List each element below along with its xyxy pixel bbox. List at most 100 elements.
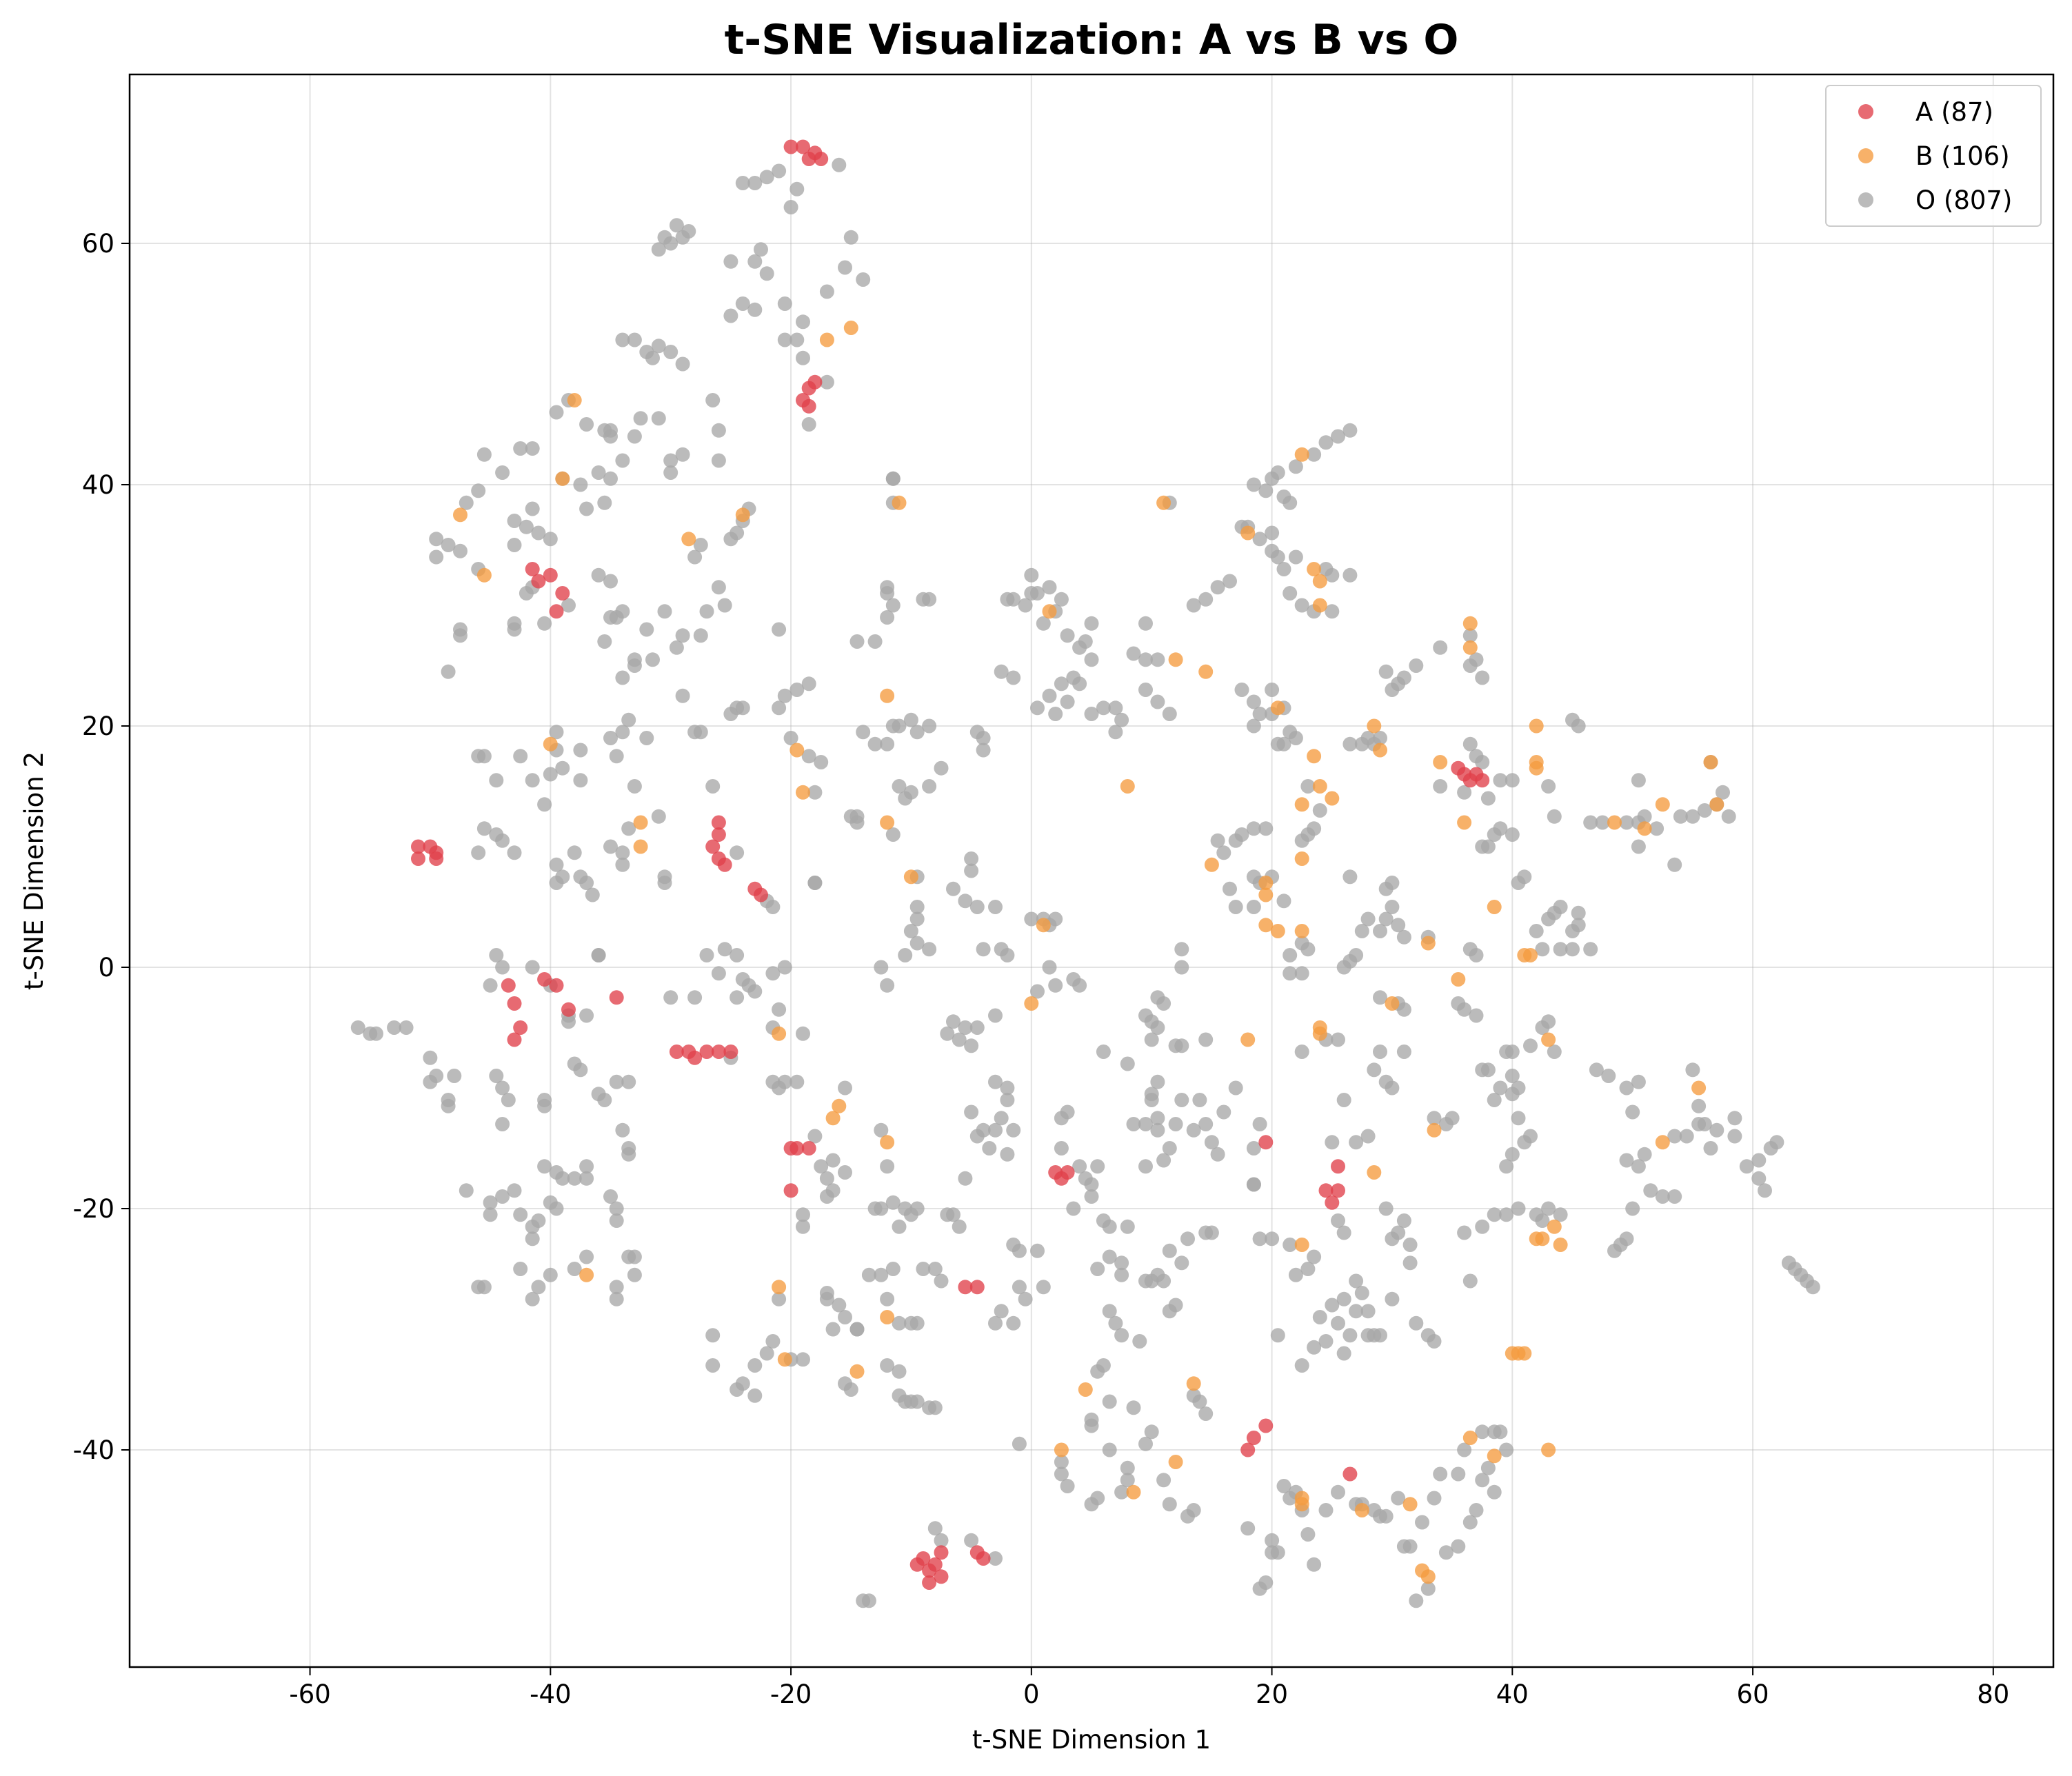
scatter-point <box>814 152 829 166</box>
scatter-point <box>573 477 588 492</box>
scatter-point <box>711 827 726 842</box>
scatter-point <box>1084 616 1099 631</box>
scatter-point <box>789 683 805 697</box>
scatter-point <box>976 942 991 957</box>
scatter-point <box>1090 1262 1105 1276</box>
scatter-point <box>1462 1273 1478 1289</box>
scatter-point <box>1294 966 1309 981</box>
scatter-point <box>603 574 618 589</box>
scatter-point <box>441 1093 456 1107</box>
scatter-point <box>1072 978 1087 993</box>
scatter-point <box>730 845 745 860</box>
scatter-point <box>1535 1231 1550 1247</box>
x-tick-label: 60 <box>1737 1679 1769 1709</box>
scatter-point <box>1006 670 1021 685</box>
scatter-point <box>1126 1400 1141 1415</box>
scatter-point <box>1373 1045 1387 1059</box>
scatter-point <box>1162 1304 1177 1319</box>
scatter-point <box>1258 1575 1274 1590</box>
scatter-point <box>1493 1424 1508 1440</box>
scatter-point <box>447 1069 462 1083</box>
scatter-point <box>1024 996 1039 1011</box>
scatter-point <box>1186 1122 1201 1138</box>
scatter-point <box>885 1262 901 1276</box>
scatter-point <box>747 984 763 999</box>
scatter-point <box>495 833 510 848</box>
scatter-point <box>892 1315 907 1331</box>
scatter-point <box>1054 1141 1069 1156</box>
scatter-point <box>453 543 467 558</box>
scatter-point <box>1655 797 1670 812</box>
scatter-point <box>507 514 522 528</box>
scatter-point <box>892 718 907 734</box>
scatter-point <box>909 1394 925 1409</box>
scatter-point <box>459 495 474 510</box>
scatter-point <box>1078 634 1093 649</box>
scatter-point <box>801 1141 816 1156</box>
scatter-point <box>1625 1201 1640 1216</box>
scatter-point <box>1054 592 1069 607</box>
scatter-point <box>525 562 540 576</box>
scatter-point <box>1258 1418 1274 1433</box>
scatter-point <box>1307 821 1322 836</box>
scatter-point <box>867 634 883 649</box>
scatter-point <box>573 1062 588 1078</box>
scatter-point <box>369 1026 383 1041</box>
scatter-point <box>1198 1032 1214 1047</box>
scatter-point <box>669 640 684 655</box>
scatter-point <box>585 887 600 902</box>
scatter-point <box>946 1014 960 1029</box>
scatter-point <box>1120 1460 1135 1475</box>
scatter-point <box>777 332 792 347</box>
scatter-point <box>1631 1074 1646 1089</box>
scatter-point <box>1054 1455 1069 1469</box>
scatter-point <box>1469 652 1484 667</box>
scatter-point <box>1433 779 1448 794</box>
scatter-point <box>1469 1008 1484 1023</box>
scatter-point <box>994 1111 1009 1126</box>
scatter-point <box>1246 821 1261 836</box>
scatter-point <box>1162 1141 1177 1156</box>
scatter-point <box>801 417 816 432</box>
legend-marker <box>1858 192 1873 208</box>
scatter-point <box>579 417 594 432</box>
scatter-point <box>958 1020 973 1035</box>
scatter-point <box>1480 839 1496 854</box>
scatter-point <box>1409 1315 1424 1331</box>
scatter-point <box>1517 1346 1532 1361</box>
scatter-point <box>543 532 558 547</box>
scatter-point <box>796 350 810 365</box>
scatter-point <box>772 1280 787 1295</box>
scatter-point <box>1541 1014 1556 1029</box>
scatter-point <box>772 700 787 716</box>
scatter-point <box>1373 743 1387 758</box>
scatter-point <box>735 176 750 190</box>
scatter-point <box>1511 1111 1526 1126</box>
scatter-point <box>1090 1364 1105 1379</box>
scatter-point <box>1667 1129 1682 1144</box>
scatter-point <box>1493 1080 1508 1096</box>
scatter-point <box>1751 1153 1767 1168</box>
series-o <box>350 157 1820 1608</box>
scatter-point <box>579 1249 594 1264</box>
scatter-point <box>964 1533 979 1548</box>
scatter-point <box>1138 1159 1153 1174</box>
scatter-point <box>1643 1183 1658 1198</box>
scatter-point <box>922 718 937 734</box>
scatter-point <box>621 821 636 836</box>
scatter-point <box>1349 1135 1364 1150</box>
scatter-point <box>909 1201 925 1216</box>
scatter-point <box>1451 972 1466 987</box>
scatter-point <box>1276 1479 1291 1493</box>
scatter-point <box>1138 616 1153 631</box>
scatter-point <box>1475 773 1490 788</box>
scatter-point <box>531 574 546 589</box>
scatter-point <box>1060 628 1075 643</box>
scatter-point <box>1000 1080 1015 1096</box>
scatter-point <box>1673 809 1688 824</box>
scatter-point <box>1547 809 1562 824</box>
scatter-point <box>711 815 726 830</box>
scatter-point <box>1018 598 1033 613</box>
legend-label: A (87) <box>1915 97 1993 127</box>
